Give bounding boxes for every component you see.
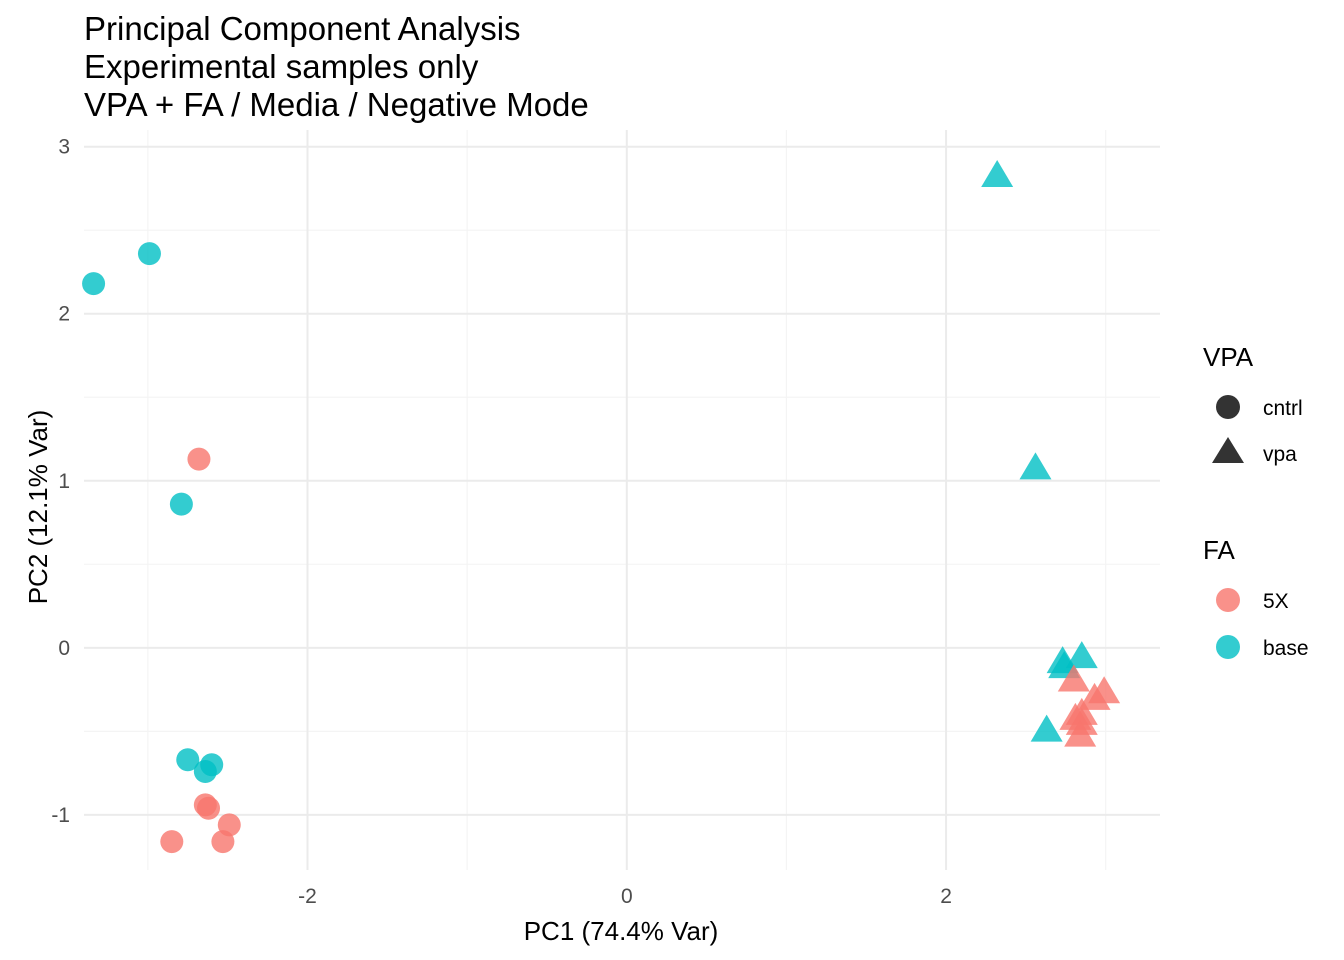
point-5x-vpa bbox=[1065, 707, 1098, 735]
y-tick-label: 1 bbox=[58, 470, 70, 493]
chart-title: Principal Component Analysis Experimenta… bbox=[84, 10, 589, 123]
legend-label-vpa: vpa bbox=[1263, 443, 1297, 466]
y-tick-label: 0 bbox=[58, 637, 70, 660]
legend-key-5x bbox=[1216, 588, 1240, 612]
legend-key-base bbox=[1216, 635, 1240, 659]
legend: VPA cntrl vpa FA 5X base bbox=[1203, 342, 1309, 660]
point-base-cntrl bbox=[169, 492, 193, 516]
y-tick-label: -1 bbox=[51, 804, 70, 827]
legend-key-cntrl-circle bbox=[1216, 395, 1240, 419]
y-tick-label: 3 bbox=[58, 136, 70, 159]
point-5x-cntrl bbox=[187, 447, 211, 471]
x-tick-label: 0 bbox=[621, 885, 633, 908]
plot-grid bbox=[84, 130, 1160, 870]
x-tick-label: 2 bbox=[940, 885, 952, 908]
x-axis-title: PC1 (74.4% Var) bbox=[524, 916, 719, 946]
legend-title-fa: FA bbox=[1203, 535, 1235, 565]
point-5x-vpa bbox=[1064, 719, 1097, 747]
point-base-cntrl bbox=[82, 272, 106, 296]
point-base-vpa bbox=[1065, 641, 1098, 669]
legend-title-vpa: VPA bbox=[1203, 342, 1254, 372]
legend-label-base: base bbox=[1263, 637, 1309, 660]
title-line-1: Principal Component Analysis bbox=[84, 10, 521, 47]
point-5x-vpa bbox=[1057, 664, 1090, 692]
point-5x-vpa bbox=[1078, 682, 1111, 710]
title-line-2: Experimental samples only bbox=[84, 48, 479, 85]
x-tick-label: -2 bbox=[298, 885, 317, 908]
axis-ticks: -2 0 2 -1 0 1 2 3 bbox=[51, 136, 952, 908]
point-5x-cntrl bbox=[197, 796, 221, 820]
y-tick-label: 2 bbox=[58, 303, 70, 326]
point-base-vpa bbox=[1030, 714, 1063, 742]
point-base-cntrl bbox=[193, 759, 217, 783]
data-points bbox=[82, 160, 1121, 854]
point-base-vpa bbox=[981, 160, 1014, 188]
legend-label-5x: 5X bbox=[1263, 590, 1289, 613]
point-base-vpa bbox=[1019, 452, 1052, 480]
y-axis-title: PC2 (12.1% Var) bbox=[23, 410, 53, 605]
legend-label-cntrl: cntrl bbox=[1263, 397, 1303, 420]
legend-key-vpa-triangle bbox=[1212, 437, 1244, 463]
title-line-3: VPA + FA / Media / Negative Mode bbox=[84, 86, 589, 123]
point-base-cntrl bbox=[137, 242, 161, 266]
point-5x-cntrl bbox=[160, 830, 184, 854]
point-base-cntrl bbox=[176, 748, 200, 772]
point-5x-cntrl bbox=[211, 830, 235, 854]
